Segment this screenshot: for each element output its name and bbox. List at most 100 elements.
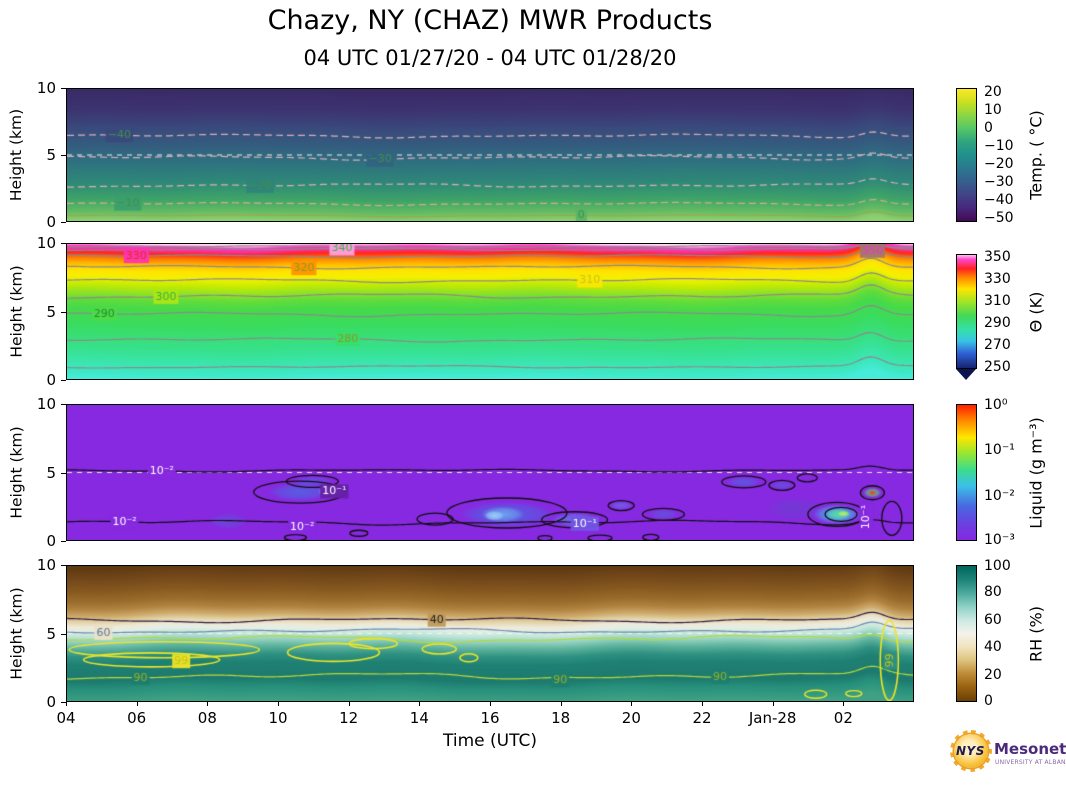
x-tick-label: Jan-28 [748, 709, 797, 727]
colorbar-tick-label: 10⁻³ [984, 532, 1015, 549]
colorbar-tick-label: 10⁻¹ [984, 442, 1015, 459]
colorbar-tick-label: 0 [984, 119, 993, 136]
rh-colorbar-title: RH (%) [1026, 605, 1046, 662]
panel-temperature: Height (km) Temp. ( °C) 20 10 0 −10 −20 −30 −4… [0, 79, 1066, 231]
theta-colorbar-title: Θ (K) [1026, 291, 1046, 332]
y-tick-label: 10 [36, 395, 56, 413]
colorbar-tick-label: 290 [984, 315, 1011, 331]
colorbar-tick-label: −50 [984, 210, 1014, 227]
y-tick-mark [61, 565, 66, 566]
y-tick-mark [61, 243, 66, 244]
panel-potential-temperature: Height (km) Θ (K) 350 330 310 290 270 250 10 5… [0, 234, 1066, 389]
y-tick-mark [61, 311, 66, 313]
x-tick-mark [66, 702, 67, 706]
x-tick-mark [136, 702, 138, 706]
y-tick-mark [61, 88, 66, 89]
rh-heatmap [67, 566, 913, 701]
x-axis-label: Time (UTC) [443, 731, 537, 751]
colorbar-tick-label: −10 [984, 137, 1014, 154]
x-tick-mark [772, 702, 774, 706]
x-tick-mark [702, 702, 703, 706]
x-tick-mark [207, 702, 209, 706]
colorbar-tick-label: 80 [984, 584, 1002, 601]
colorbar-tick-label: 350 [984, 249, 1011, 266]
x-tick-mark [560, 702, 562, 706]
colorbar-tick-label: 10⁰ [984, 396, 1008, 413]
x-tick-mark [278, 702, 279, 706]
x-tick-label: 14 [409, 709, 429, 727]
nys-mesonet-logo: NYS Mesonet UNIVERSITY AT ALBANY [948, 727, 1066, 789]
x-tick-label: 06 [127, 709, 147, 727]
temperature-heatmap [67, 89, 913, 221]
liquid-heatmap [67, 405, 913, 540]
x-tick-label: 22 [692, 709, 712, 727]
x-tick-mark [843, 702, 845, 706]
y-tick-label: 5 [46, 302, 56, 321]
y-tick-mark [61, 222, 66, 223]
y-tick-label: 5 [46, 146, 56, 164]
y-tick-label: 10 [36, 234, 56, 252]
x-axis: Time (UTC) 04 06 08 10 12 14 16 18 20 22 Jan-28 02 [0, 702, 1066, 772]
y-tick-label: 10 [36, 79, 56, 97]
logo-sun-icon [950, 730, 992, 772]
theta-plot-frame [66, 243, 914, 380]
temperature-colorbar-gradient [956, 88, 977, 222]
x-tick-label: 10 [268, 709, 288, 727]
colorbar-tick-label: 330 [984, 271, 1011, 288]
y-tick-mark [61, 155, 66, 156]
y-tick-label: 0 [46, 213, 56, 231]
y-tick-label: 5 [46, 624, 56, 643]
liquid-plot-frame [66, 404, 914, 541]
colorbar-tick-label: 270 [984, 336, 1011, 353]
x-tick-label: 08 [197, 709, 217, 727]
liquid-colorbar-title: Liquid (g m⁻³) [1026, 416, 1046, 529]
theta-colorbar-gradient [956, 254, 977, 369]
x-tick-label: 02 [833, 709, 853, 727]
y-tick-mark [61, 633, 66, 635]
rh-plot-frame [66, 565, 914, 702]
colorbar-tick-label: 40 [984, 639, 1002, 656]
colorbar-tick-label: 250 [984, 358, 1011, 375]
y-tick-label: 0 [46, 371, 56, 389]
y-tick-mark [61, 472, 66, 474]
y-tick-mark [61, 702, 66, 703]
panel-relative-humidity: Height (km) RH (%) 100 80 60 40 20 0 10 5 0 [0, 556, 1066, 711]
y-tick-label: 10 [36, 556, 56, 574]
x-tick-mark [631, 702, 633, 706]
colorbar-tick-label: 20 [984, 666, 1002, 683]
temperature-colorbar: Temp. ( °C) 20 10 0 −10 −20 −30 −40 −50 [956, 84, 1066, 226]
x-tick-label: 16 [480, 709, 500, 727]
y-tick-mark [61, 404, 66, 405]
y-tick-label: 5 [46, 463, 56, 482]
x-tick-mark [348, 702, 350, 706]
colorbar-tick-label: 10 [984, 101, 1002, 118]
logo-caption: UNIVERSITY AT ALBANY [995, 759, 1066, 766]
x-tick-mark [490, 702, 491, 706]
colorbar-extend-arrow-down [956, 369, 976, 380]
rh-colorbar-gradient [956, 565, 977, 702]
colorbar-tick-label: 60 [984, 611, 1002, 628]
colorbar-tick-label: 310 [984, 293, 1011, 310]
x-tick-mark [419, 702, 421, 706]
x-tick-label: 18 [551, 709, 571, 727]
figure-title: Chazy, NY (CHAZ) MWR Products [267, 5, 713, 36]
panel-liquid: Height (km) Liquid (g m⁻³) 10⁰ 10⁻¹ 10⁻² 10… [0, 395, 1066, 550]
colorbar-extend-arrow-up [956, 243, 976, 254]
colorbar-tick-label: 20 [984, 83, 1002, 100]
logo-nys-text: NYS [956, 744, 985, 758]
colorbar-tick-label: 100 [984, 557, 1011, 574]
liquid-colorbar: Liquid (g m⁻³) 10⁰ 10⁻¹ 10⁻² 10⁻³ [956, 397, 1066, 548]
rh-colorbar: RH (%) 100 80 60 40 20 0 [956, 558, 1066, 709]
y-tick-mark [61, 541, 66, 542]
x-tick-label: 12 [339, 709, 359, 727]
y-tick-mark [61, 380, 66, 381]
theta-heatmap [67, 244, 913, 379]
y-tick-label: 0 [46, 693, 56, 711]
colorbar-tick-label: 10⁻² [984, 487, 1015, 504]
temperature-colorbar-title: Temp. ( °C) [1026, 110, 1046, 200]
colorbar-tick-label: 0 [984, 693, 993, 710]
x-tick-label: 04 [56, 709, 76, 727]
x-tick-label: 20 [621, 709, 641, 727]
y-tick-label: 0 [46, 532, 56, 550]
